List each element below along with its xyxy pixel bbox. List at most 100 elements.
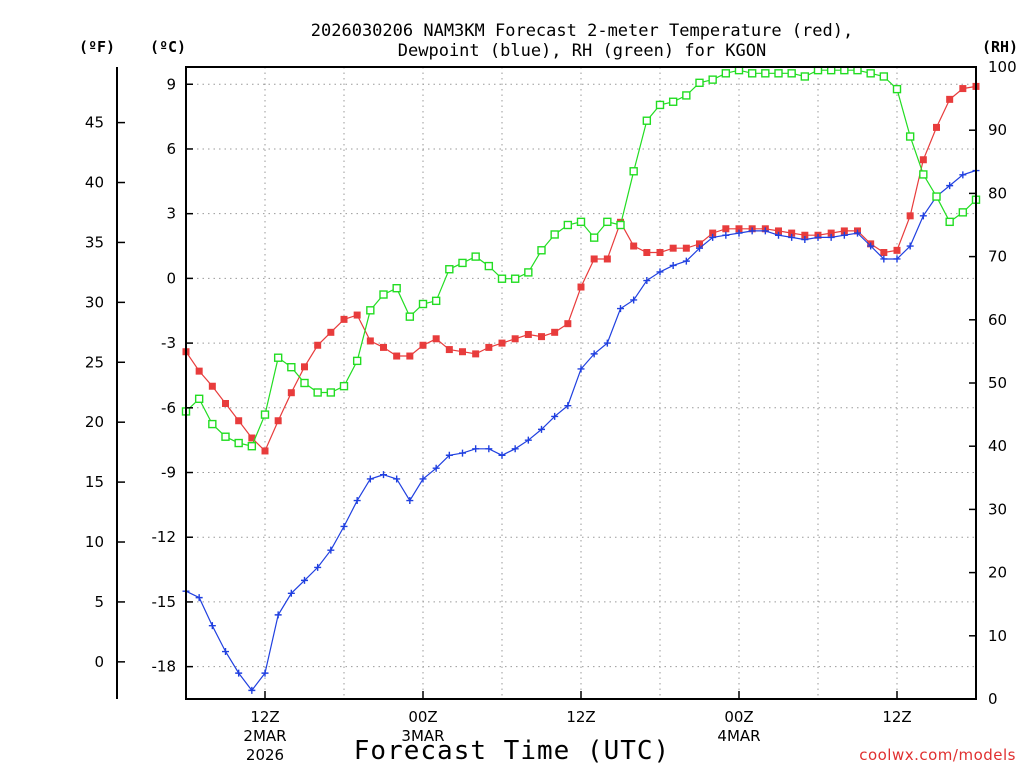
rh-point (919, 170, 928, 179)
dewpoint-point (656, 268, 664, 276)
rh-point (603, 217, 612, 227)
dewpoint-point (524, 436, 532, 444)
rh-point (905, 132, 915, 141)
dewpoint-point (274, 611, 282, 619)
dewpoint-point (248, 686, 256, 694)
rh-point (932, 192, 941, 201)
f-tick-label: 40 (85, 174, 104, 192)
f-tick-label: 5 (94, 593, 104, 611)
rh-point (484, 261, 494, 271)
f-tick-label: 20 (85, 413, 104, 431)
dewpoint-point (709, 233, 717, 241)
unit-rh: (RH) (982, 38, 1018, 56)
temperature-point (643, 249, 651, 257)
rh-point (958, 208, 968, 217)
rh-point (471, 252, 480, 261)
rh-point (761, 69, 770, 78)
rh-point (405, 312, 415, 321)
rh-point (563, 220, 573, 230)
temperature-point (327, 328, 335, 336)
dewpoint-point (880, 255, 888, 263)
temperature-point (222, 399, 229, 407)
dewpoint-point (748, 227, 756, 235)
temperature-point (722, 225, 730, 233)
temperature-point (919, 156, 927, 164)
ticks-layer: 9630-3-6-9-12-15-18454035302520151050100… (85, 58, 1017, 764)
dewpoint-point (893, 255, 901, 263)
dewpoint-point (327, 546, 335, 554)
rh-point (524, 268, 533, 277)
temperature-point (801, 231, 809, 239)
temperature-point (419, 341, 427, 349)
rh-point (366, 306, 375, 315)
temperature-point (366, 337, 374, 345)
rh-point (352, 356, 362, 366)
temperature-point (827, 229, 835, 237)
dewpoint-point (735, 229, 743, 237)
dewpoint-point (919, 212, 927, 220)
rh-point (326, 388, 336, 397)
dewpoint-point (314, 563, 322, 571)
rh-point (774, 69, 783, 78)
rh-tick-label: 50 (988, 374, 1007, 392)
rh-tick-label: 70 (988, 248, 1007, 266)
rh-point (234, 438, 243, 448)
x-tick-date: 2MAR (243, 727, 286, 745)
temperature-point (195, 367, 203, 375)
dewpoint-point (722, 231, 730, 239)
rh-point (866, 69, 875, 78)
dewpoint-point (235, 669, 243, 677)
f-tick-label: 30 (85, 293, 104, 311)
dewpoint-point (301, 576, 308, 584)
temperature-point (577, 283, 585, 291)
rh-point (300, 378, 309, 388)
temperature-point (511, 335, 519, 343)
rh-point (721, 69, 731, 78)
x-tick-label: 12Z (882, 708, 911, 726)
c-tick-label: -9 (161, 464, 176, 482)
dewpoint-point (906, 242, 914, 250)
f-tick-label: 0 (94, 653, 104, 671)
temperature-series (182, 82, 980, 455)
dewpoint-point (643, 277, 651, 285)
rh-point (576, 217, 586, 227)
dewpoint-point (840, 231, 848, 239)
x-tick-year: 2026 (246, 746, 284, 764)
dewpoint-point (867, 242, 875, 250)
f-tick-label: 10 (85, 533, 104, 551)
rh-tick-label: 40 (988, 437, 1007, 455)
dewpoint-point (261, 669, 269, 677)
dewpoint-point (498, 451, 506, 459)
rh-tick-label: 30 (988, 500, 1007, 518)
rh-tick-label: 100 (988, 58, 1017, 76)
dewpoint-point (814, 233, 822, 241)
temperature-point (906, 212, 914, 220)
rh-point (747, 69, 757, 78)
dewpoint-point (366, 475, 374, 483)
dewpoint-point (801, 236, 809, 244)
temperature-point (630, 242, 638, 250)
chart-title-line2: Dewpoint (blue), RH (green) for KGON (398, 41, 766, 61)
dewpoint-point (222, 648, 229, 656)
rh-tick-label: 90 (988, 121, 1007, 139)
temperature-point (696, 240, 703, 248)
temperature-point (248, 434, 256, 442)
rh-point (655, 100, 665, 110)
dewpoint-point (380, 471, 387, 479)
dewpoint-point (485, 445, 493, 453)
temperature-point (564, 320, 572, 328)
temperature-point (235, 417, 243, 425)
rh-point (892, 84, 902, 94)
c-tick-label: -18 (152, 658, 177, 676)
rh-point (879, 72, 889, 81)
dewpoint-point (472, 445, 480, 453)
rh-point (273, 353, 283, 362)
temperature-point (274, 417, 282, 425)
temperature-point (301, 363, 308, 371)
temperature-point (524, 330, 532, 338)
unit-fahrenheit: (ºF) (79, 38, 115, 56)
rh-tick-label: 80 (988, 184, 1007, 202)
rh-point (668, 97, 678, 106)
rh-point (616, 220, 625, 230)
rh-point (695, 78, 704, 88)
